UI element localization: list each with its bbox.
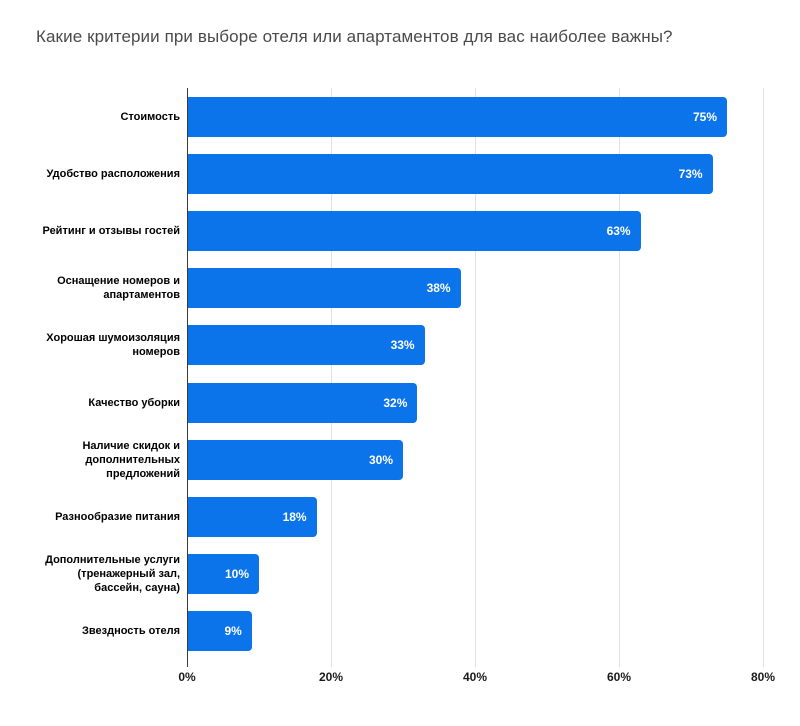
bar-row: 63% xyxy=(187,202,763,259)
bar-row: 38% xyxy=(187,260,763,317)
bar-value-label: 75% xyxy=(692,109,717,124)
plot-area: 75% 73% 63% 38% 33% 32% 30% 18% 10% 9% xyxy=(187,88,764,667)
bar-row: 18% xyxy=(187,488,763,545)
bar-value-label: 73% xyxy=(678,166,703,181)
category-label-row: Звездность отеля xyxy=(30,603,180,660)
bar-row: 73% xyxy=(187,145,763,202)
category-label: Хорошая шумоизоляция номеров xyxy=(46,332,180,359)
category-label: Звездность отеля xyxy=(82,625,180,638)
bar: 18% xyxy=(187,496,317,537)
category-label-row: Качество уборки xyxy=(30,374,180,431)
chart-title: Какие критерии при выборе отеля или апар… xyxy=(36,27,673,46)
bar: 30% xyxy=(187,439,403,480)
category-label-row: Наличие скидок и дополнительных предложе… xyxy=(30,431,180,488)
category-label-row: Дополнительные услуги (тренажерный зал, … xyxy=(30,546,180,603)
category-label-row: Хорошая шумоизоляция номеров xyxy=(30,317,180,374)
bar-value-label: 63% xyxy=(606,223,631,238)
x-axis-ticks: 0% 20% 40% 60% 80% xyxy=(178,670,775,690)
bar: 73% xyxy=(187,153,713,194)
gridline xyxy=(763,88,764,667)
x-tick-label: 80% xyxy=(750,670,776,684)
bar: 9% xyxy=(187,611,252,652)
x-tick-label: 60% xyxy=(606,670,632,684)
bar-row: 30% xyxy=(187,431,763,488)
bar-row: 32% xyxy=(187,374,763,431)
category-label-row: Стоимость xyxy=(30,88,180,145)
category-label-row: Рейтинг и отзывы гостей xyxy=(30,202,181,259)
bar-value-label: 18% xyxy=(282,509,307,524)
gridline xyxy=(619,88,620,667)
x-tick-label: 0% xyxy=(178,670,196,684)
category-label-row: Оснащение номеров и апартаментов xyxy=(30,260,180,317)
category-label: Наличие скидок и дополнительных предложе… xyxy=(82,439,180,480)
category-label: Разнообразие питания xyxy=(55,510,180,523)
category-label: Удобство расположения xyxy=(46,167,180,180)
category-label-row: Разнообразие питания xyxy=(30,488,180,545)
category-label: Рейтинг и отзывы гостей xyxy=(42,224,181,237)
category-label: Качество уборки xyxy=(88,396,180,409)
category-label-row: Удобство расположения xyxy=(30,145,180,202)
bar-value-label: 10% xyxy=(224,567,249,582)
x-tick-label: 20% xyxy=(318,670,344,684)
bar: 63% xyxy=(187,210,641,251)
category-label: Дополнительные услуги (тренажерный зал, … xyxy=(45,554,180,595)
bar-row: 33% xyxy=(187,317,763,374)
bar: 38% xyxy=(187,268,461,309)
bar-row: 75% xyxy=(187,88,763,145)
gridline xyxy=(331,88,332,667)
y-axis-baseline xyxy=(187,88,188,667)
bar: 33% xyxy=(187,325,425,366)
bar: 75% xyxy=(187,96,727,137)
bar: 10% xyxy=(187,554,259,595)
bar-value-label: 32% xyxy=(383,395,408,410)
category-label: Стоимость xyxy=(120,110,180,123)
bar-value-label: 30% xyxy=(368,452,393,467)
bar-value-label: 9% xyxy=(224,624,242,639)
bar-value-label: 38% xyxy=(426,281,451,296)
bar: 32% xyxy=(187,382,418,423)
gridline xyxy=(475,88,476,667)
category-labels-column: Стоимость Удобство расположения Рейтинг и … xyxy=(30,88,181,660)
x-tick-label: 40% xyxy=(462,670,488,684)
category-label: Оснащение номеров и апартаментов xyxy=(57,275,180,302)
bar-row: 10% xyxy=(187,546,763,603)
bar-value-label: 33% xyxy=(390,338,415,353)
bar-row: 9% xyxy=(187,603,763,660)
